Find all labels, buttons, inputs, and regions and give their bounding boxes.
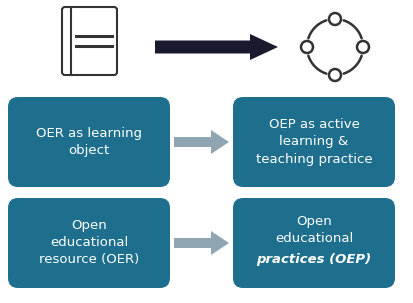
FancyBboxPatch shape bbox=[8, 198, 170, 288]
Circle shape bbox=[329, 69, 341, 81]
FancyBboxPatch shape bbox=[62, 7, 117, 75]
FancyBboxPatch shape bbox=[233, 198, 395, 288]
FancyBboxPatch shape bbox=[233, 97, 395, 187]
Circle shape bbox=[301, 41, 313, 53]
Text: Open
educational
resource (OER): Open educational resource (OER) bbox=[39, 219, 139, 267]
FancyBboxPatch shape bbox=[8, 97, 170, 187]
Circle shape bbox=[329, 13, 341, 25]
Circle shape bbox=[357, 41, 369, 53]
Text: OER as learning
object: OER as learning object bbox=[36, 127, 142, 157]
Polygon shape bbox=[174, 130, 229, 154]
Polygon shape bbox=[174, 231, 229, 255]
Text: Open
educational: Open educational bbox=[275, 215, 353, 245]
Polygon shape bbox=[155, 34, 278, 60]
Text: practices (OEP): practices (OEP) bbox=[256, 252, 372, 265]
Text: OEP as active
learning &
teaching practice: OEP as active learning & teaching practi… bbox=[256, 118, 372, 165]
